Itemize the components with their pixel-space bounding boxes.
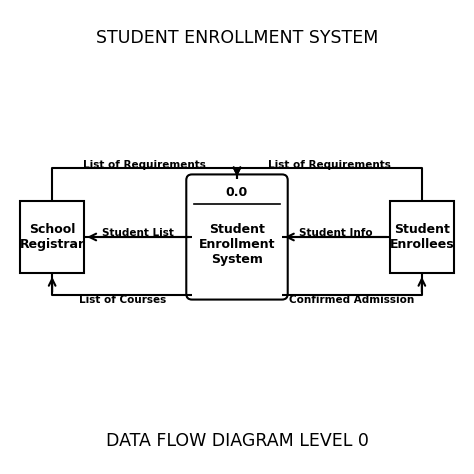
Text: Confirmed Admission: Confirmed Admission	[289, 294, 414, 305]
Text: 0.0: 0.0	[226, 186, 248, 200]
Text: Student List: Student List	[102, 228, 174, 238]
Text: Student Info: Student Info	[299, 228, 373, 238]
Text: DATA FLOW DIAGRAM LEVEL 0: DATA FLOW DIAGRAM LEVEL 0	[106, 432, 368, 450]
Text: List of Requirements: List of Requirements	[268, 160, 391, 170]
FancyBboxPatch shape	[186, 174, 288, 300]
Text: STUDENT ENROLLMENT SYSTEM: STUDENT ENROLLMENT SYSTEM	[96, 29, 378, 47]
Bar	[20, 201, 84, 273]
Bar	[390, 201, 454, 273]
Text: List of Courses: List of Courses	[79, 294, 166, 305]
Text: Student
Enrollees: Student Enrollees	[390, 223, 454, 251]
Text: Student
Enrollment
System: Student Enrollment System	[199, 223, 275, 265]
Text: List of Requirements: List of Requirements	[83, 160, 206, 170]
Text: School
Registrar: School Registrar	[19, 223, 85, 251]
